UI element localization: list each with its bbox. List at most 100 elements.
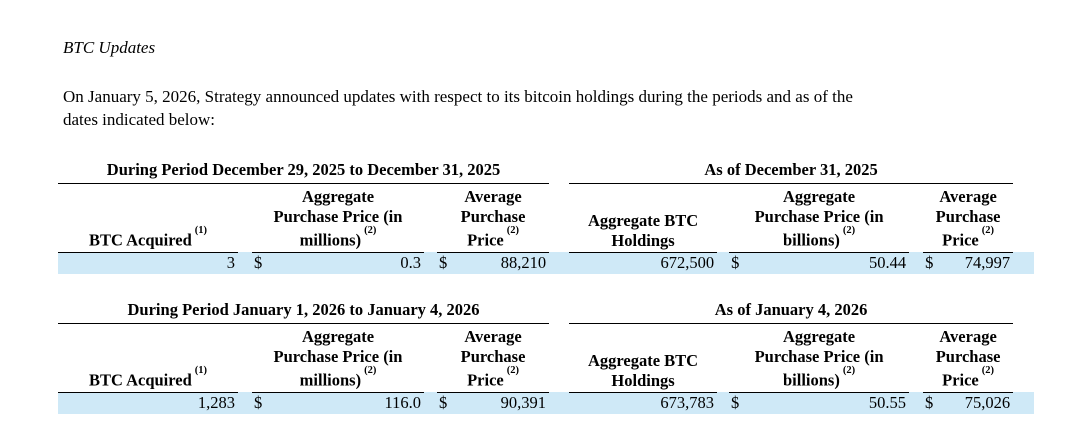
spacer-cell	[717, 392, 730, 414]
footnote-marker: (2)	[981, 225, 995, 236]
col-label: Price	[467, 370, 504, 390]
col-label: millions)	[299, 370, 362, 390]
spacer-cell	[1013, 184, 1034, 253]
col-label: Average	[464, 327, 522, 346]
col-label: Price	[942, 230, 979, 250]
column-header-row: BTC Acquired (1) Aggregate Purchase Price…	[58, 183, 1034, 253]
currency-symbol: $	[923, 392, 944, 414]
average-purchase-price-period-value: 88,210	[457, 252, 550, 274]
spacer-cell	[238, 252, 252, 274]
spacer-cell	[1013, 392, 1035, 414]
period-header: During Period December 29, 2025 to Decem…	[58, 160, 550, 184]
currency-symbol: $	[252, 392, 272, 414]
footnote-marker: (2)	[842, 225, 856, 236]
col-label: Purchase Price (in	[754, 347, 884, 366]
footnote-marker: (2)	[981, 365, 995, 376]
col-label: Purchase	[935, 207, 1001, 226]
col-label: Purchase Price (in	[273, 347, 403, 366]
spacer-cell	[238, 184, 252, 253]
col-label: Price	[942, 370, 979, 390]
col-label: Purchase	[460, 207, 526, 226]
currency-symbol: $	[923, 252, 944, 274]
spacer-cell	[909, 184, 923, 253]
btc-holdings-table-december: During Period December 29, 2025 to Decem…	[58, 160, 1035, 274]
spacer-cell	[424, 392, 437, 414]
average-purchase-price-asof-value: 75,026	[943, 392, 1014, 414]
section-header-row: During Period January 1, 2026 to January…	[58, 300, 1034, 324]
spacer-cell	[717, 184, 729, 253]
col-label: Average	[939, 187, 997, 206]
spacer-cell	[909, 392, 924, 414]
col-label: Average	[939, 327, 997, 346]
col-label: BTC Acquired	[88, 370, 192, 390]
col-header-btc-acquired: BTC Acquired (1)	[58, 323, 238, 393]
footnote-marker: (1)	[194, 225, 208, 236]
col-header-average-purchase-price-period: Average Purchase Price (2)	[437, 183, 550, 253]
aggregate-purchase-price-millions-value: 0.3	[272, 252, 424, 274]
period-header: During Period January 1, 2026 to January…	[58, 300, 550, 324]
footnote-marker: (2)	[364, 365, 377, 376]
col-label: Holdings	[611, 230, 675, 250]
spacer-cell	[1013, 160, 1034, 184]
col-header-average-purchase-price-asof: Average Purchase Price (2)	[923, 323, 1014, 393]
col-header-average-purchase-price-period: Average Purchase Price (2)	[437, 323, 550, 393]
spacer-cell	[1013, 324, 1034, 393]
asof-header: As of December 31, 2025	[569, 160, 1014, 184]
aggregate-purchase-price-millions-value: 116.0	[272, 392, 424, 414]
col-label: billions)	[782, 370, 840, 390]
col-label: Aggregate BTC	[587, 210, 699, 230]
spacer-cell	[549, 184, 569, 253]
average-purchase-price-period-value: 90,391	[457, 392, 550, 414]
col-header-aggregate-purchase-price-millions: Aggregate Purchase Price (in millions) (2…	[252, 183, 424, 253]
aggregate-btc-holdings-value: 672,500	[569, 252, 718, 274]
aggregate-btc-holdings-value: 673,783	[569, 392, 718, 414]
col-label: billions)	[783, 230, 840, 250]
currency-symbol: $	[252, 252, 272, 274]
spacer-cell	[549, 392, 570, 414]
col-header-aggregate-purchase-price-millions: Aggregate Purchase Price (in millions) (2…	[252, 323, 424, 393]
data-row: 1,283 $ 116.0 $ 90,391 673,783 $ 50.55 $…	[58, 392, 1035, 414]
data-row: 3 $ 0.3 $ 88,210 672,500 $ 50.44 $ 74,99…	[58, 252, 1035, 274]
currency-symbol: $	[729, 252, 750, 274]
col-header-aggregate-purchase-price-billions: Aggregate Purchase Price (in billions) (2…	[729, 323, 910, 393]
col-label: Purchase Price (in	[754, 207, 884, 226]
col-header-btc-acquired: BTC Acquired (1)	[58, 183, 238, 253]
btc-acquired-value: 3	[58, 252, 238, 274]
asof-header: As of January 4, 2026	[569, 300, 1014, 324]
average-purchase-price-asof-value: 74,997	[943, 252, 1014, 274]
spacer-cell	[424, 324, 437, 393]
spacer-cell	[1013, 300, 1034, 324]
col-header-average-purchase-price-asof: Average Purchase Price (2)	[923, 183, 1014, 253]
spacer-cell	[549, 252, 570, 274]
col-label: Aggregate	[301, 327, 375, 346]
btc-acquired-value: 1,283	[58, 392, 238, 414]
intro-line-1: On January 5, 2026, Strategy announced u…	[63, 87, 853, 106]
col-label: Aggregate BTC	[587, 350, 699, 370]
spacer-cell	[1013, 252, 1035, 274]
footnote-marker: (2)	[506, 225, 519, 236]
col-label: Purchase	[935, 347, 1001, 366]
spacer-cell	[238, 392, 252, 414]
section-header-row: During Period December 29, 2025 to Decem…	[58, 160, 1034, 184]
footnote-marker: (2)	[364, 225, 377, 236]
aggregate-purchase-price-billions-value: 50.55	[749, 392, 910, 414]
col-header-aggregate-btc-holdings: Aggregate BTC Holdings	[569, 323, 718, 393]
footnote-marker: (2)	[506, 365, 519, 376]
col-label: Price	[467, 230, 504, 250]
currency-symbol: $	[437, 392, 457, 414]
footnote-marker: (2)	[842, 365, 856, 376]
col-label: Holdings	[611, 370, 675, 390]
spacer-cell	[717, 252, 730, 274]
currency-symbol: $	[729, 392, 750, 414]
spacer-cell	[549, 300, 569, 324]
footnote-marker: (1)	[194, 365, 208, 376]
column-header-row: BTC Acquired (1) Aggregate Purchase Price…	[58, 323, 1034, 393]
col-label: Average	[464, 187, 522, 206]
btc-holdings-table-january: During Period January 1, 2026 to January…	[58, 300, 1035, 414]
col-label: Purchase	[460, 347, 526, 366]
aggregate-purchase-price-billions-value: 50.44	[749, 252, 910, 274]
spacer-cell	[549, 160, 569, 184]
spacer-cell	[549, 324, 569, 393]
col-header-aggregate-purchase-price-billions: Aggregate Purchase Price (in billions) (2…	[729, 183, 910, 253]
